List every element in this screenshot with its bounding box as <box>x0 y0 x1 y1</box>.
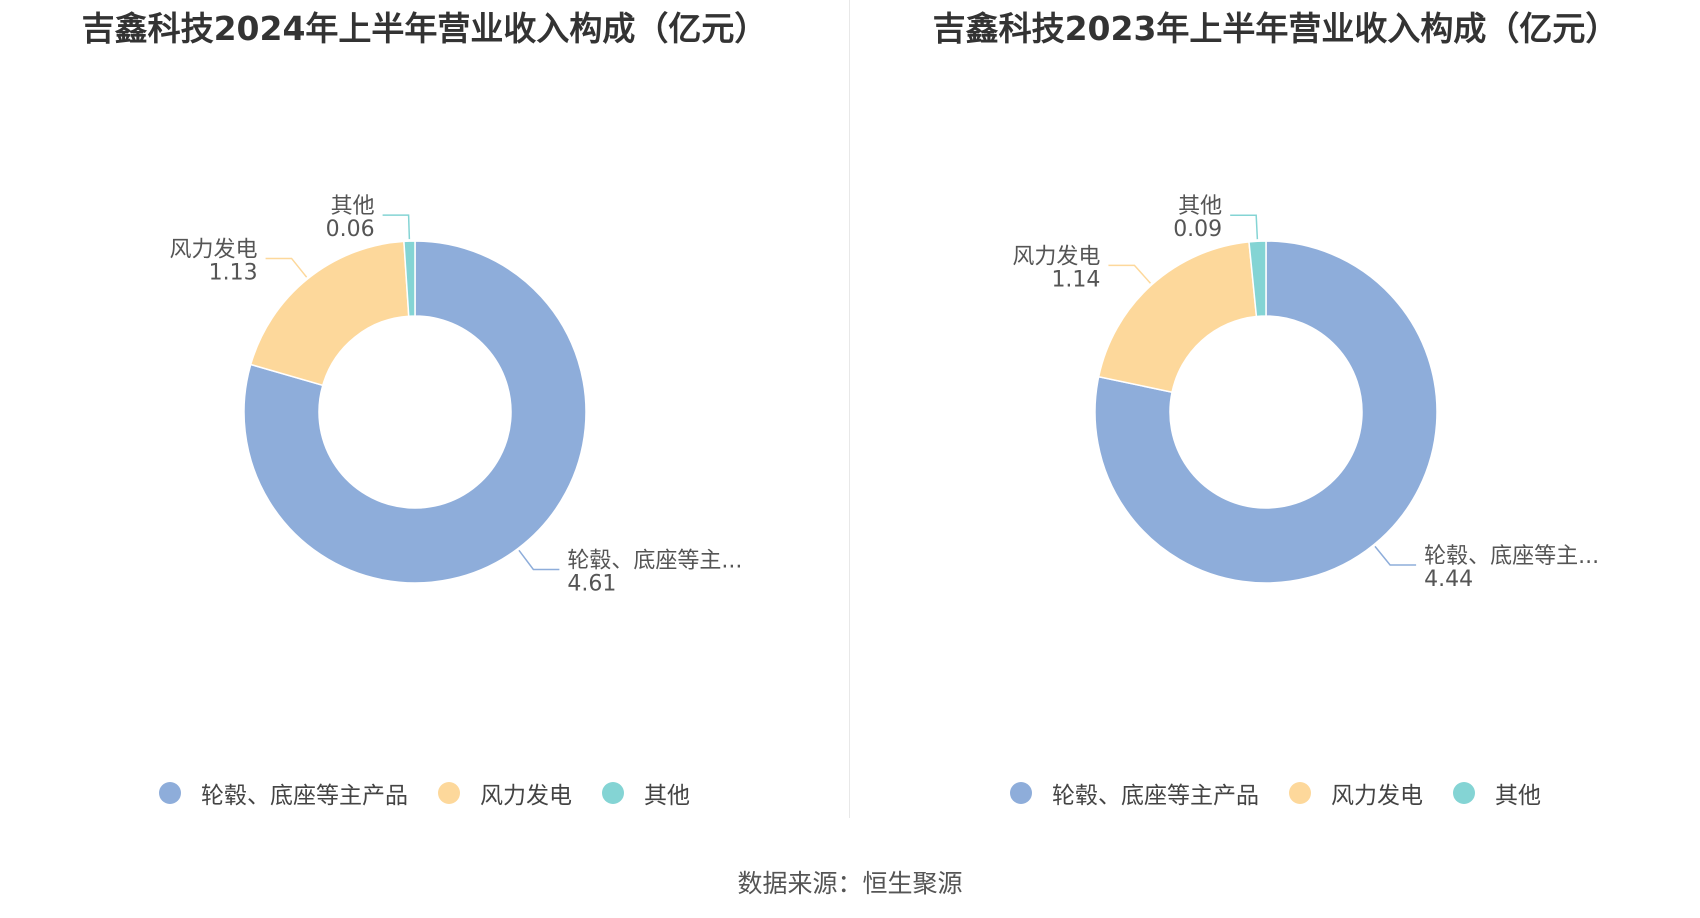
slice-value-label: 4.61 <box>567 571 616 596</box>
legend-marker <box>438 782 460 804</box>
slice-label: 其他 <box>1178 194 1222 219</box>
legend-marker <box>602 782 624 804</box>
legend-item-wind-power[interactable]: 风力发电 <box>1289 776 1423 810</box>
legend-label: 其他 <box>1495 783 1541 809</box>
slice-other[interactable] <box>403 240 416 318</box>
legend-item-main-products[interactable]: 轮毂、底座等主产品 <box>159 776 408 810</box>
legend-item-main-products[interactable]: 轮毂、底座等主产品 <box>1010 776 1259 810</box>
leader-line <box>1230 214 1259 240</box>
slice-main-products[interactable] <box>1094 240 1438 584</box>
slice-wind-power[interactable] <box>1097 241 1258 394</box>
legend-label: 风力发电 <box>1331 783 1423 809</box>
slice-label: 其他 <box>331 194 375 219</box>
chart-title-2024: 吉鑫科技2024年上半年营业收入构成（亿元） <box>81 9 768 48</box>
legend-label: 其他 <box>644 783 690 809</box>
slice-wind-power[interactable] <box>249 240 410 387</box>
legend-marker <box>1289 782 1311 804</box>
slice-value-label: 1.14 <box>1051 267 1100 292</box>
legend-2024: 轮毂、底座等主产品 风力发电 其他 <box>0 776 849 810</box>
slice-main-products[interactable] <box>243 240 587 584</box>
slice-label: 轮毂、底座等主... <box>1424 544 1599 569</box>
slice-value-label: 0.06 <box>326 217 375 242</box>
slice-other[interactable] <box>1248 240 1267 318</box>
slice-value-label: 1.13 <box>209 260 258 285</box>
legend-label: 轮毂、底座等主产品 <box>1052 783 1259 809</box>
slice-label: 风力发电 <box>1012 244 1100 269</box>
legend-item-other[interactable]: 其他 <box>1453 776 1541 810</box>
legend-2023: 轮毂、底座等主产品 风力发电 其他 <box>851 776 1700 810</box>
slice-value-label: 4.44 <box>1424 567 1473 592</box>
chart-panel-2023: 吉鑫科技2023年上半年营业收入构成（亿元） 轮毂、底座等主... 4.44 风力发… <box>851 0 1700 820</box>
panel-divider <box>849 0 850 818</box>
leader-line <box>1108 264 1152 284</box>
legend-item-wind-power[interactable]: 风力发电 <box>438 776 572 810</box>
slice-value-label: 0.09 <box>1173 217 1222 242</box>
slice-label: 轮毂、底座等主... <box>567 548 742 573</box>
legend-marker <box>159 782 181 804</box>
leader-line <box>265 257 308 278</box>
chart-title-2023: 吉鑫科技2023年上半年营业收入构成（亿元） <box>932 9 1619 48</box>
legend-marker <box>1453 782 1475 804</box>
legend-marker <box>1010 782 1032 804</box>
legend-label: 轮毂、底座等主产品 <box>201 783 408 809</box>
slice-label: 风力发电 <box>170 237 258 262</box>
legend-label: 风力发电 <box>480 783 572 809</box>
leader-line <box>382 214 411 240</box>
legend-item-other[interactable]: 其他 <box>602 776 690 810</box>
leader-line <box>1374 545 1417 566</box>
chart-panel-2024: 吉鑫科技2024年上半年营业收入构成（亿元） 轮毂、底座等主... 4.61 风力发… <box>0 0 849 820</box>
leader-line <box>518 549 560 571</box>
data-source-note: 数据来源：恒生聚源 <box>737 869 963 898</box>
